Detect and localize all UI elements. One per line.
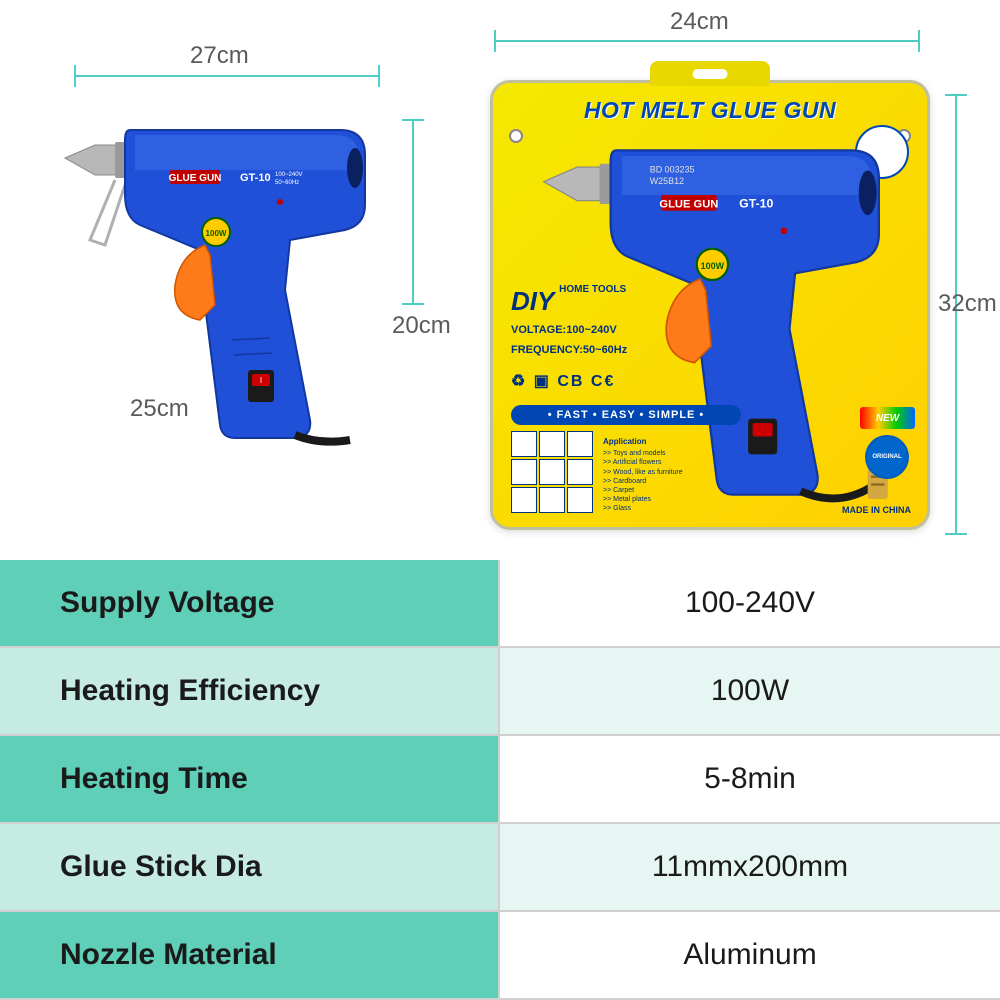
spec-label: Heating Time	[0, 736, 500, 824]
diy-frequency: FREQUENCY:50~60Hz	[511, 343, 686, 358]
package-hole	[509, 129, 523, 143]
made-in-label: MADE IN CHINA	[842, 505, 911, 515]
svg-text:GLUE GUN: GLUE GUN	[169, 173, 222, 184]
package-title: HOT MELT GLUE GUN	[493, 97, 927, 124]
svg-text:I: I	[260, 376, 262, 385]
table-row: Heating Time 5-8min	[0, 736, 1000, 824]
table-row: Nozzle Material Aluminum	[0, 912, 1000, 1000]
dim-right-width: 24cm	[670, 8, 729, 36]
svg-text:GT-10: GT-10	[739, 196, 773, 210]
product-package: HOT MELT GLUE GUN BD 003235 W25B12 GLUE …	[490, 80, 930, 530]
svg-text:100~240V: 100~240V	[275, 172, 303, 178]
package-tagline: • FAST • EASY • SIMPLE •	[511, 405, 741, 425]
table-row: Heating Efficiency 100W	[0, 648, 1000, 736]
application-grid	[511, 431, 593, 513]
diy-voltage: VOLTAGE:100~240V	[511, 323, 686, 338]
diy-subtitle: HOME TOOLS	[559, 284, 626, 295]
dim-tick	[945, 533, 967, 535]
svg-text:GLUE GUN: GLUE GUN	[659, 198, 718, 210]
dim-left-height: 20cm	[392, 312, 451, 340]
glue-gun-svg: GLUE GUN GT-10 100~240V 50~60Hz 100W I	[60, 110, 400, 450]
dim-left-width: 27cm	[190, 42, 249, 70]
spec-label: Nozzle Material	[0, 912, 500, 1000]
product-glue-gun: GLUE GUN GT-10 100~240V 50~60Hz 100W I	[60, 110, 400, 450]
specifications-table: Supply Voltage 100-240V Heating Efficien…	[0, 560, 1000, 1000]
new-badge: NEW	[860, 407, 915, 429]
dim-tick	[378, 65, 380, 87]
spec-value: 100W	[500, 648, 1000, 736]
spec-value: 100-240V	[500, 560, 1000, 648]
dim-tick	[402, 303, 424, 305]
svg-text:50~60Hz: 50~60Hz	[275, 180, 299, 186]
application-items: >> Toys and models >> Artificial flowers…	[603, 449, 683, 513]
original-badge: ORIGINAL	[865, 435, 909, 479]
dim-line-left-top	[75, 75, 380, 77]
svg-text:GT-10: GT-10	[240, 172, 271, 184]
package-diy-info: DIY HOME TOOLS VOLTAGE:100~240V FREQUENC…	[511, 283, 686, 358]
spec-label: Heating Efficiency	[0, 648, 500, 736]
spec-label: Glue Stick Dia	[0, 824, 500, 912]
dim-tick	[74, 65, 76, 87]
table-row: Glue Stick Dia 11mmx200mm	[0, 824, 1000, 912]
svg-text:W25B12: W25B12	[650, 176, 684, 186]
svg-text:100W: 100W	[206, 229, 227, 238]
spec-value: 11mmx200mm	[500, 824, 1000, 912]
spec-value: 5-8min	[500, 736, 1000, 824]
spec-label: Supply Voltage	[0, 560, 500, 648]
product-images-area: 27cm 20cm 25cm 24cm 32cm	[0, 0, 1000, 560]
dim-line-left-right	[412, 120, 414, 305]
dim-line-right-top	[495, 40, 920, 42]
svg-text:100W: 100W	[701, 261, 725, 271]
table-row: Supply Voltage 100-240V	[0, 560, 1000, 648]
diy-title: DIY	[511, 286, 554, 316]
application-list: Application >> Toys and models >> Artifi…	[603, 437, 683, 513]
package-hang-tab	[650, 61, 770, 86]
svg-text:BD 003235: BD 003235	[650, 165, 695, 175]
application-title: Application	[603, 437, 683, 447]
package-certifications: ♻ ▣ CB C€	[511, 371, 615, 391]
dim-tick	[945, 94, 967, 96]
dim-tick	[494, 30, 496, 52]
dim-tick	[402, 119, 424, 121]
dim-right-height: 32cm	[938, 290, 997, 318]
spec-value: Aluminum	[500, 912, 1000, 1000]
dim-tick	[918, 30, 920, 52]
